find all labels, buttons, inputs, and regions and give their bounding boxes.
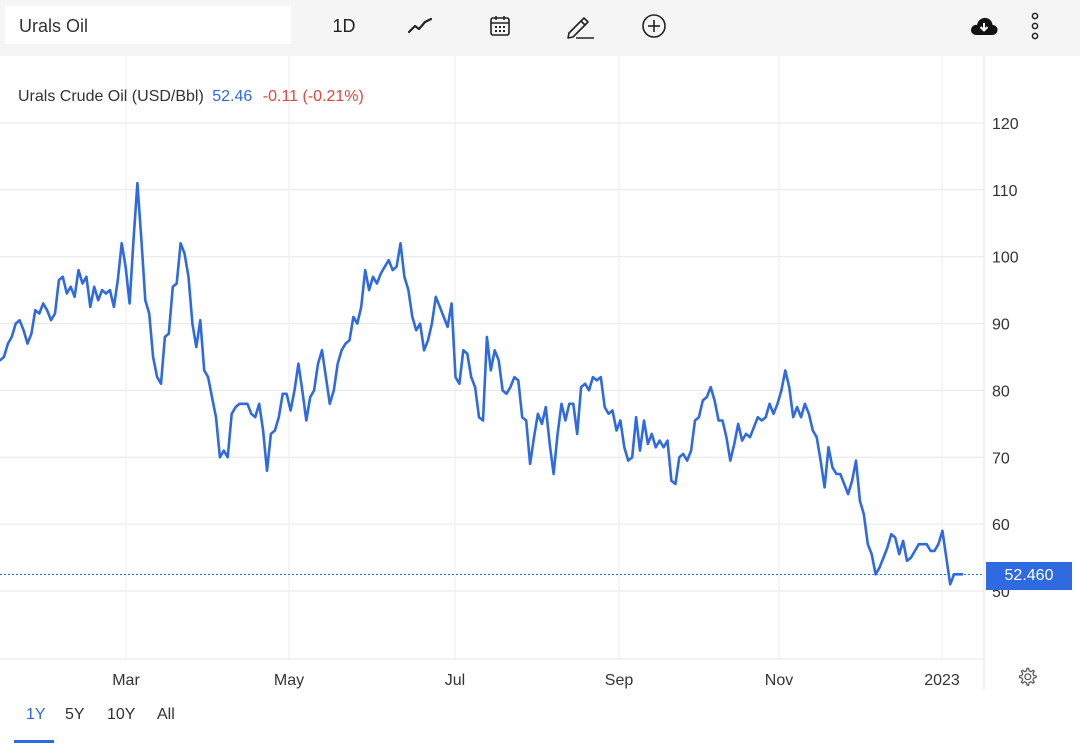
x-tick-label: May	[274, 672, 304, 689]
x-tick-label: Sep	[605, 672, 634, 689]
range-10y-button[interactable]: 10Y	[107, 706, 136, 723]
gear-icon	[1018, 667, 1037, 686]
line-chart-icon	[407, 17, 433, 34]
legend-last-value: 52.46	[212, 88, 253, 105]
last-price-label: 52.460	[1004, 567, 1054, 584]
series-line	[0, 181, 964, 586]
range-all-button[interactable]: All	[157, 706, 175, 723]
add-indicator-button[interactable]	[636, 8, 672, 44]
interval-button[interactable]: 1D	[326, 8, 362, 44]
last-price-badge: 52.460	[986, 562, 1072, 590]
range-selector: 1Y 5Y 10Y All	[0, 698, 400, 744]
cloud-download-icon	[971, 17, 998, 35]
toolbar: 1D	[0, 0, 1080, 56]
draw-button[interactable]	[560, 8, 600, 44]
y-tick-label: 100	[992, 250, 1019, 267]
legend-series-name: Urals Crude Oil (USD/Bbl)	[18, 88, 204, 105]
download-button[interactable]	[966, 8, 1002, 44]
horizontal-grid	[0, 122, 984, 592]
x-tick-label: Jul	[445, 672, 465, 689]
x-tick-label: 2023	[924, 672, 960, 689]
chart-legend: Urals Crude Oil (USD/Bbl) 52.46 -0.11 (-…	[18, 88, 364, 106]
vertical-grid	[125, 56, 943, 659]
y-tick-label: 110	[992, 183, 1018, 200]
chart-area[interactable]: 50 60 70 80 90 100 110 120 Mar May Jul Sep Nov 2023	[0, 56, 1080, 696]
x-axis-labels: Mar May Jul Sep Nov 2023	[112, 672, 960, 689]
legend-change: -0.11 (-0.21%)	[262, 88, 364, 105]
active-range-indicator	[14, 740, 54, 743]
x-tick-label: Mar	[112, 672, 140, 689]
more-vertical-icon	[1031, 12, 1039, 40]
chart-type-button[interactable]	[402, 8, 438, 44]
y-tick-label: 60	[992, 517, 1010, 534]
y-tick-label: 120	[992, 116, 1019, 133]
interval-label: 1D	[332, 15, 356, 36]
x-tick-label: Nov	[765, 672, 793, 689]
y-tick-label: 80	[992, 383, 1010, 400]
range-1y-button[interactable]: 1Y	[26, 706, 46, 723]
pencil-icon	[567, 17, 594, 39]
symbol-search-input[interactable]	[5, 6, 291, 44]
y-tick-label: 70	[992, 450, 1010, 467]
plus-circle-icon	[642, 14, 666, 38]
calendar-icon	[490, 16, 510, 36]
range-5y-button[interactable]: 5Y	[65, 706, 85, 723]
more-menu-button[interactable]	[1022, 8, 1048, 44]
y-tick-label: 90	[992, 317, 1010, 334]
chart-settings-button[interactable]	[1014, 664, 1040, 690]
date-range-button[interactable]	[482, 8, 518, 44]
